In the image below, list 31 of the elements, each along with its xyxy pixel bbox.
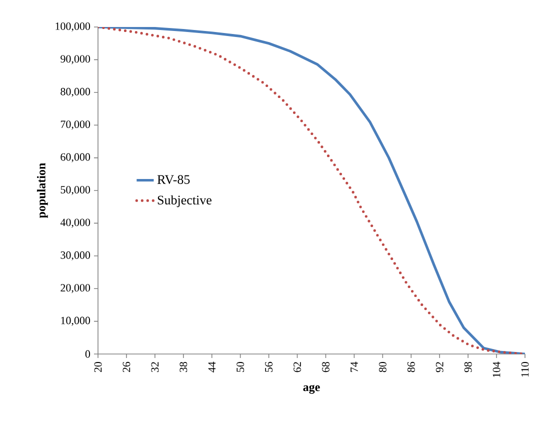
x-tick-label: 20 — [94, 362, 102, 372]
y-tick-label: 20,000 — [60, 284, 90, 294]
y-axis-title: population — [36, 163, 48, 218]
y-tick-label: 70,000 — [60, 120, 90, 130]
y-tick-label: 100,000 — [56, 22, 90, 32]
y-tick-label: 50,000 — [60, 186, 90, 196]
x-tick-label: 26 — [122, 362, 130, 372]
x-tick-label: 44 — [208, 362, 216, 372]
legend-label: RV-85 — [157, 175, 190, 184]
x-tick-label: 74 — [350, 362, 358, 372]
x-tick-label: 98 — [464, 362, 472, 372]
x-tick-label: 80 — [378, 362, 386, 372]
x-tick-label: 110 — [521, 362, 529, 377]
x-tick-label: 38 — [180, 362, 188, 372]
y-tick-label: 30,000 — [60, 251, 90, 260]
legend-label: Subjective — [158, 195, 212, 208]
y-tick-label: 10,000 — [61, 316, 90, 326]
x-tick-label: 32 — [151, 362, 159, 372]
x-tick-label: 68 — [322, 362, 330, 372]
x-tick-label: 86 — [407, 362, 415, 372]
y-tick-label: 60,000 — [60, 153, 90, 162]
x-tick-label: 50 — [236, 362, 244, 372]
x-tick-label: 56 — [265, 362, 272, 372]
y-tick-label: 90,000 — [60, 55, 90, 64]
x-tick-label: 92 — [436, 362, 444, 372]
y-tick-label: 0 — [85, 350, 90, 358]
x-tick-label: 62 — [294, 362, 301, 372]
y-tick-label: 80,000 — [60, 88, 90, 97]
x-axis-title: age — [303, 384, 320, 394]
x-tick-label: 104 — [492, 362, 500, 378]
y-tick-label: 40,000 — [60, 218, 90, 228]
